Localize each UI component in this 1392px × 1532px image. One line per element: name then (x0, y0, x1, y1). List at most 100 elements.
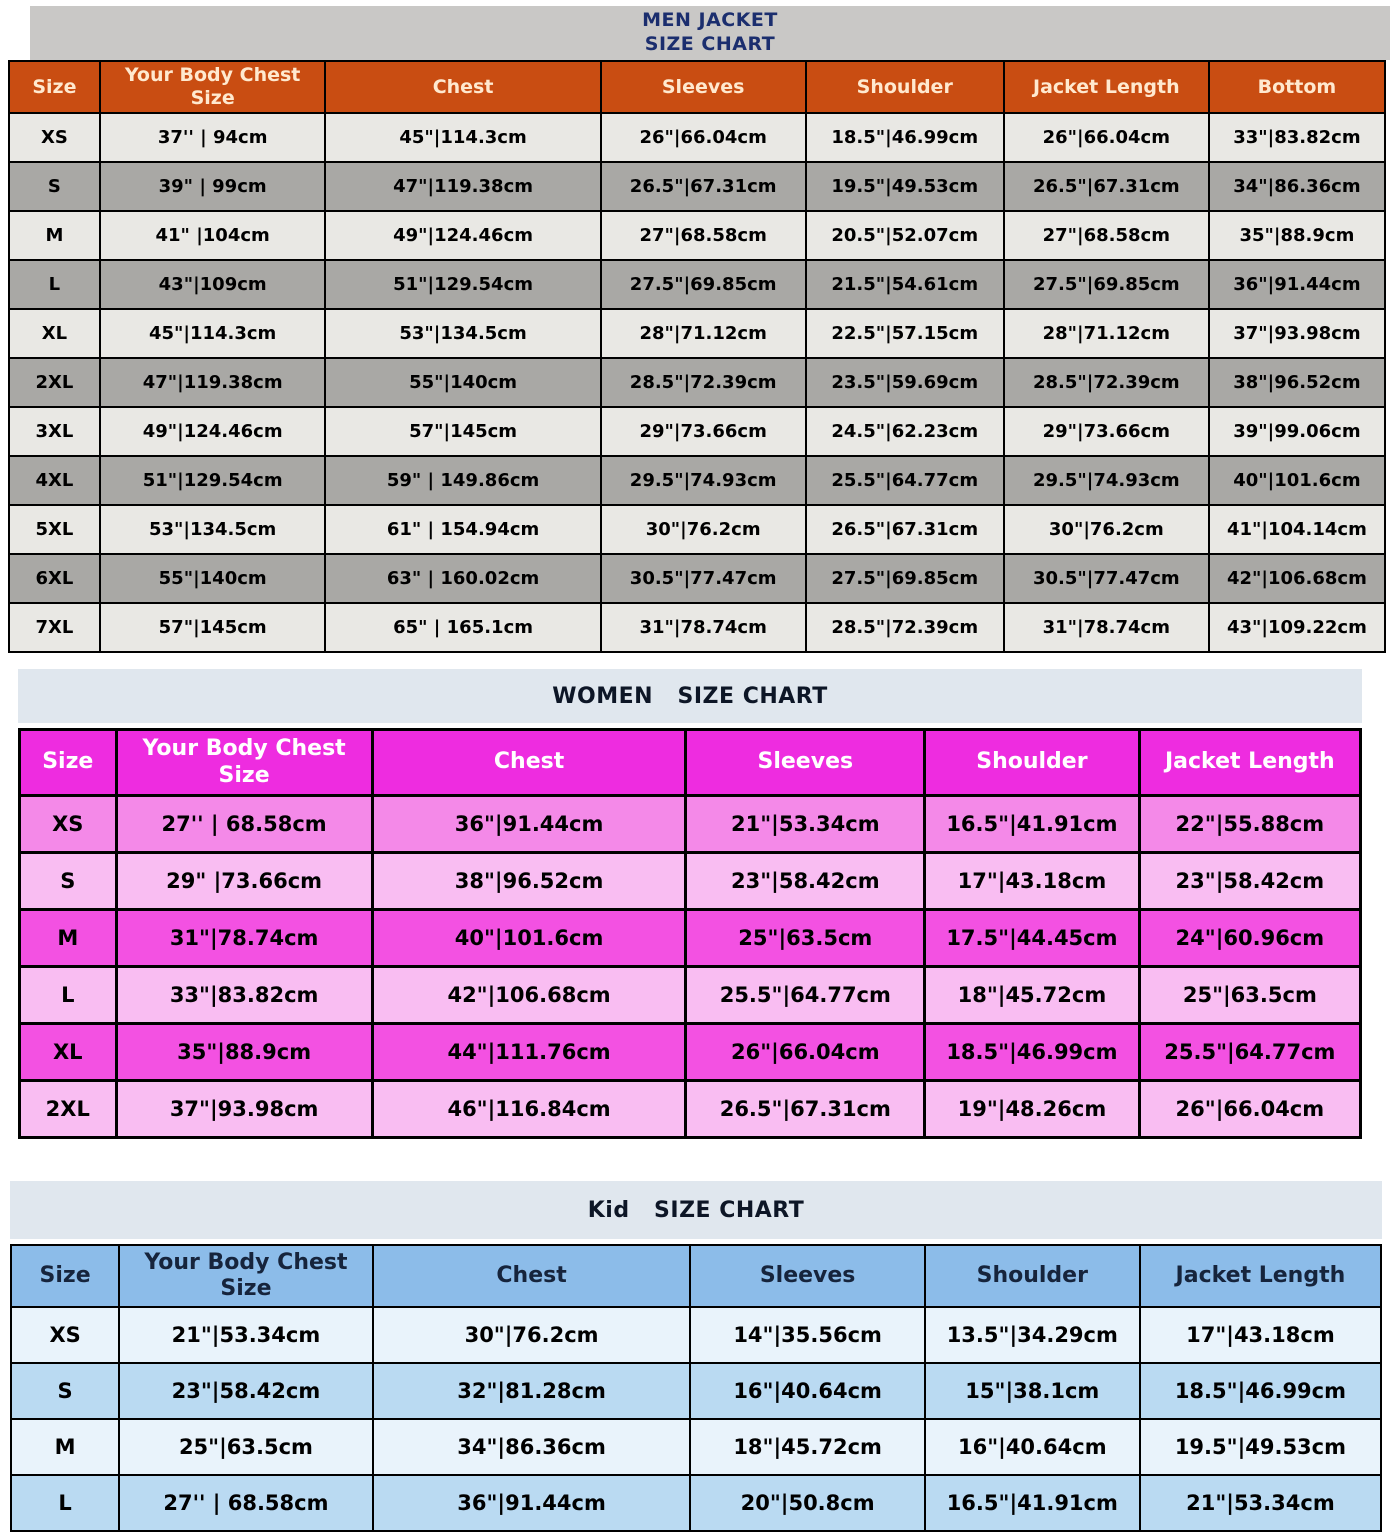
measurement-cell: 45"|114.3cm (98, 308, 327, 359)
column-header-your-body-chest-size: Your Body Chest Size (118, 1244, 374, 1308)
men-chart-title: MEN JACKET SIZE CHART (642, 9, 778, 57)
measurement-cell: 41"|104.14cm (1207, 504, 1387, 555)
size-row-2xl: 2XL 47"|119.38cm 55"|140cm 28.5"|72.39cm 23.… (8, 357, 1387, 408)
measurement-cell: 29"|73.66cm (599, 406, 807, 457)
measurement-cell: 34"|86.36cm (371, 1418, 692, 1476)
men-chart-title-line1: MEN JACKET (642, 9, 778, 32)
measurement-cell: 65" | 165.1cm (324, 602, 602, 653)
measurement-cell: 26"|66.04cm (1002, 112, 1210, 163)
size-row-6xl: 6XL 55"|140cm 63" | 160.02cm 30.5"|77.47cm 2… (8, 553, 1387, 604)
size-label: XL (8, 308, 101, 359)
column-header-chest: Chest (370, 728, 688, 797)
column-header-sleeves: Sleeves (689, 1244, 926, 1308)
measurement-cell: 32"|81.28cm (371, 1362, 692, 1420)
size-label: S (8, 161, 101, 212)
size-label: L (8, 259, 101, 310)
women-chart-title: WOMEN SIZE CHART (552, 683, 828, 709)
kid-chart-title: Kid SIZE CHART (587, 1197, 805, 1223)
measurement-cell: 36"|91.44cm (1207, 259, 1387, 310)
women-size-table: Size Your Body Chest Size Chest Sleeves Shou… (18, 728, 1363, 1139)
measurement-cell: 38"|96.52cm (1207, 357, 1387, 408)
size-label: M (8, 210, 101, 261)
measurement-cell: 26"|66.04cm (599, 112, 807, 163)
size-label: 7XL (8, 602, 101, 653)
measurement-cell: 27.5"|69.85cm (804, 553, 1005, 604)
measurement-cell: 42"|106.68cm (370, 965, 688, 1025)
column-header-sleeves: Sleeves (599, 60, 807, 114)
measurement-cell: 37"|93.98cm (114, 1079, 374, 1139)
measurement-cell: 16.5"|41.91cm (923, 794, 1141, 854)
measurement-cell: 28.5"|72.39cm (1002, 357, 1210, 408)
measurement-cell: 17"|43.18cm (1138, 1306, 1383, 1364)
measurement-cell: 27'' | 68.58cm (114, 794, 374, 854)
measurement-cell: 40"|101.6cm (1207, 455, 1387, 506)
men-chart-banner: MEN JACKET SIZE CHART (30, 6, 1390, 60)
measurement-cell: 26.5"|67.31cm (1002, 161, 1210, 212)
size-label: XS (18, 794, 118, 854)
column-header-your-body-chest-size: Your Body Chest Size (114, 728, 374, 797)
size-label: S (18, 851, 118, 911)
measurement-cell: 26.5"|67.31cm (804, 504, 1005, 555)
measurement-cell: 23"|58.42cm (1137, 851, 1363, 911)
measurement-cell: 22"|55.88cm (1137, 794, 1363, 854)
measurement-cell: 27.5"|69.85cm (1002, 259, 1210, 310)
measurement-cell: 28.5"|72.39cm (804, 602, 1005, 653)
measurement-cell: 31"|78.74cm (599, 602, 807, 653)
measurement-cell: 25"|63.5cm (118, 1418, 374, 1476)
measurement-cell: 44"|111.76cm (370, 1022, 688, 1082)
measurement-cell: 26"|66.04cm (684, 1022, 927, 1082)
measurement-cell: 19.5"|49.53cm (1138, 1418, 1383, 1476)
column-header-jacket-length: Jacket Length (1002, 60, 1210, 114)
measurement-cell: 57"|145cm (98, 602, 327, 653)
size-label: M (9, 1418, 121, 1476)
size-row-l: L 43"|109cm 51"|129.54cm 27.5"|69.85cm 21.5"… (8, 259, 1387, 310)
measurement-cell: 43"|109.22cm (1207, 602, 1387, 653)
measurement-cell: 35"|88.9cm (1207, 210, 1387, 261)
measurement-cell: 49"|124.46cm (324, 210, 602, 261)
measurement-cell: 25"|63.5cm (1137, 965, 1363, 1025)
size-row-s: S 29" |73.66cm 38"|96.52cm 23"|58.42cm 17"|4… (18, 851, 1363, 911)
measurement-cell: 16"|40.64cm (923, 1418, 1141, 1476)
measurement-cell: 35"|88.9cm (114, 1022, 374, 1082)
measurement-cell: 16"|40.64cm (689, 1362, 926, 1420)
size-label: 5XL (8, 504, 101, 555)
measurement-cell: 21.5"|54.61cm (804, 259, 1005, 310)
measurement-cell: 25"|63.5cm (684, 908, 927, 968)
measurement-cell: 17.5"|44.45cm (923, 908, 1141, 968)
measurement-cell: 51"|129.54cm (98, 455, 327, 506)
measurement-cell: 34"|86.36cm (1207, 161, 1387, 212)
measurement-cell: 55"|140cm (324, 357, 602, 408)
measurement-cell: 37"|93.98cm (1207, 308, 1387, 359)
size-label: XL (18, 1022, 118, 1082)
measurement-cell: 27"|68.58cm (599, 210, 807, 261)
column-header-size: Size (18, 728, 118, 797)
measurement-cell: 21"|53.34cm (118, 1306, 374, 1364)
column-header-sleeves: Sleeves (684, 728, 927, 797)
size-row-m: M 31"|78.74cm 40"|101.6cm 25"|63.5cm 17.5"|4… (18, 908, 1363, 968)
measurement-cell: 18"|45.72cm (923, 965, 1141, 1025)
measurement-cell: 29"|73.66cm (1002, 406, 1210, 457)
measurement-cell: 36"|91.44cm (370, 794, 688, 854)
measurement-cell: 27.5"|69.85cm (599, 259, 807, 310)
measurement-cell: 25.5"|64.77cm (1137, 1022, 1363, 1082)
measurement-cell: 27'' | 68.58cm (118, 1474, 374, 1532)
size-label: XS (8, 112, 101, 163)
size-label: 2XL (8, 357, 101, 408)
column-header-shoulder: Shoulder (923, 728, 1141, 797)
column-header-bottom: Bottom (1207, 60, 1387, 114)
column-header-shoulder: Shoulder (804, 60, 1005, 114)
size-row-2xl: 2XL 37"|93.98cm 46"|116.84cm 26.5"|67.31cm 1… (18, 1079, 1363, 1139)
measurement-cell: 47"|119.38cm (324, 161, 602, 212)
measurement-cell: 61" | 154.94cm (324, 504, 602, 555)
size-row-xl: XL 45"|114.3cm 53"|134.5cm 28"|71.12cm 22.5"… (8, 308, 1387, 359)
measurement-cell: 14"|35.56cm (689, 1306, 926, 1364)
measurement-cell: 63" | 160.02cm (324, 553, 602, 604)
men-size-chart-section: MEN JACKET SIZE CHART Size Your Body Ches… (0, 6, 1392, 653)
measurement-cell: 29" |73.66cm (114, 851, 374, 911)
column-header-size: Size (9, 1244, 121, 1308)
size-row-4xl: 4XL 51"|129.54cm 59" | 149.86cm 29.5"|74.93… (8, 455, 1387, 506)
header-row: Size Your Body Chest Size Chest Sleeves Shou… (8, 60, 1387, 114)
column-header-your-body-chest-size: Your Body Chest Size (98, 60, 327, 114)
measurement-cell: 18.5"|46.99cm (1138, 1362, 1383, 1420)
column-header-jacket-length: Jacket Length (1137, 728, 1363, 797)
